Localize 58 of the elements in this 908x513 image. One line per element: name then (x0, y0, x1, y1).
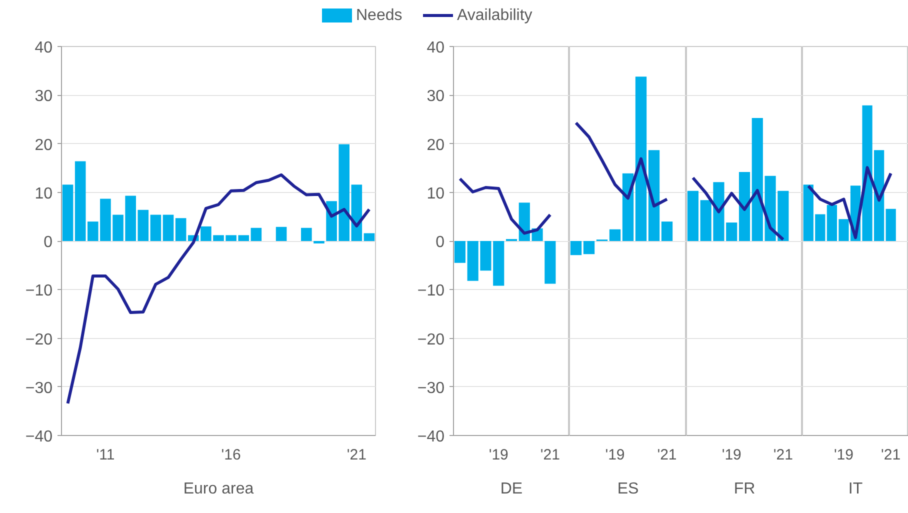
line-series (458, 177, 552, 235)
bar (738, 172, 750, 241)
bar (276, 226, 287, 241)
y-tick-label: −30 (25, 380, 53, 397)
y-tick-label: −10 (417, 282, 445, 300)
x-tick-label: '21 (346, 446, 366, 464)
bar (364, 233, 375, 241)
y-tick-label: 40 (426, 40, 445, 56)
x-axis-title: Euro area (183, 480, 254, 498)
bar (301, 228, 312, 241)
y-tick-label: 30 (34, 88, 53, 106)
line-series (66, 173, 371, 405)
bar (162, 214, 174, 241)
x-tick-label: '21 (881, 446, 901, 464)
y-tick-label: 0 (44, 234, 53, 251)
x-tick-label: '21 (657, 446, 677, 464)
y-tick-label: −20 (417, 331, 445, 348)
legend-label: Availability (457, 7, 532, 24)
bar (583, 241, 595, 254)
y-tick-label: −30 (417, 380, 445, 397)
y-tick-label: −40 (417, 428, 445, 446)
x-tick-label: '21 (773, 446, 793, 464)
bar (175, 218, 186, 241)
bar (635, 76, 647, 241)
y-tick-label: −40 (25, 428, 53, 446)
x-tick-label: '19 (834, 446, 854, 464)
bar (648, 150, 660, 241)
x-axis-title: FR (734, 480, 756, 498)
x-axis-title: IT (848, 480, 863, 498)
y-tick-label: 40 (34, 40, 53, 56)
y-tick-label: 0 (436, 234, 445, 251)
y-tick-label: 30 (426, 88, 445, 106)
y-tick-label: 10 (426, 185, 445, 202)
x-tick-label: '11 (96, 446, 115, 464)
bar (687, 190, 698, 241)
bar (454, 241, 466, 263)
bar (544, 241, 556, 284)
x-axis-title: ES (617, 480, 639, 498)
y-tick-label: −10 (25, 282, 53, 300)
y-tick-label: 20 (34, 136, 53, 154)
bar (62, 184, 74, 241)
x-tick-label: '19 (722, 446, 742, 464)
bar (250, 228, 262, 241)
bar (150, 214, 162, 241)
x-tick-label: '21 (540, 446, 560, 464)
y-tick-label: −20 (25, 331, 53, 348)
bar (570, 241, 582, 256)
x-tick-label: '19 (488, 446, 508, 464)
x-tick-label: '16 (221, 446, 241, 464)
bar (886, 208, 896, 241)
y-tick-label: 20 (426, 136, 445, 154)
bar (609, 229, 621, 241)
x-axis-title: DE (500, 480, 523, 498)
y-tick-label: 10 (34, 185, 53, 202)
legend-label: Needs (356, 7, 402, 24)
bar (74, 161, 86, 241)
bar (661, 222, 673, 241)
x-tick-label: '19 (605, 446, 625, 464)
